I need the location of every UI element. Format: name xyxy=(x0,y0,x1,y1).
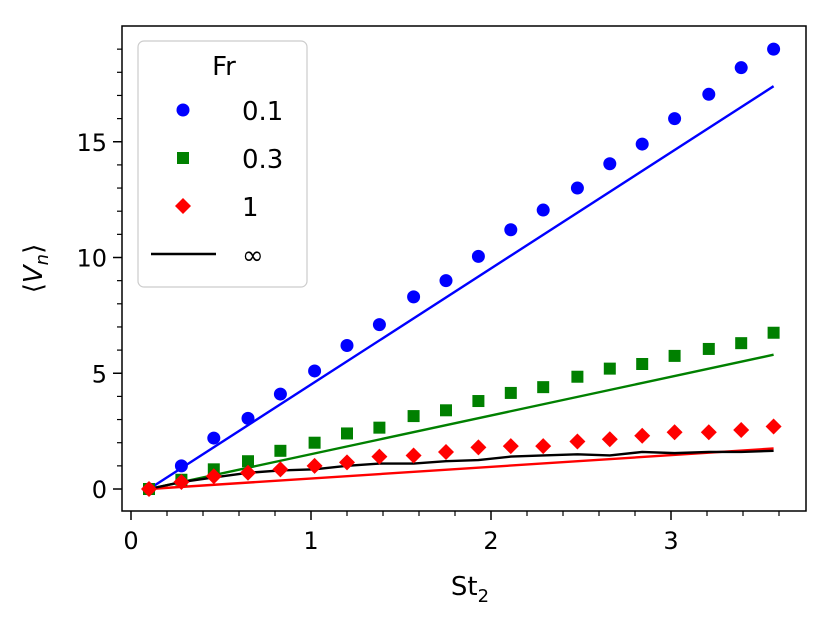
legend-marker-2 xyxy=(175,198,191,214)
legend-label-2: 1 xyxy=(242,193,259,223)
data-point xyxy=(439,274,453,288)
data-point xyxy=(407,410,420,423)
data-point xyxy=(272,461,289,478)
data-point xyxy=(205,468,222,485)
data-point xyxy=(636,357,649,370)
legend-box xyxy=(137,40,308,288)
data-point xyxy=(700,424,717,441)
data-point xyxy=(141,481,157,498)
y-axis-label-close: ⟩ xyxy=(19,244,49,254)
legend-label-3: ∞ xyxy=(242,241,264,271)
data-point xyxy=(537,381,550,394)
data-point xyxy=(340,338,354,352)
data-point xyxy=(438,443,454,460)
data-point xyxy=(306,457,323,474)
y-axis-label: ⟨Vn⟩ xyxy=(19,244,53,294)
data-point xyxy=(341,427,353,440)
x-axis-label: St2 xyxy=(451,572,489,607)
data-point xyxy=(504,386,517,399)
data-point xyxy=(666,424,683,441)
data-point xyxy=(274,444,287,457)
data-point xyxy=(308,436,321,449)
plot-frame xyxy=(121,25,807,512)
data-point xyxy=(733,421,750,438)
y-tick-label: 5 xyxy=(92,360,107,388)
axes-layer: 0 1 2 3 0 5 10 15 xyxy=(76,25,807,555)
x-tick-label: 2 xyxy=(483,527,498,555)
data-point xyxy=(440,404,452,417)
data-point xyxy=(207,431,221,445)
data-point xyxy=(174,459,188,473)
data-point xyxy=(603,157,617,171)
data-point xyxy=(765,418,782,435)
x-axis-label-main: St xyxy=(451,572,478,602)
data-point xyxy=(734,61,748,75)
y-tick-label: 15 xyxy=(76,129,107,157)
data-point xyxy=(603,362,616,375)
legend-title: Fr xyxy=(212,52,236,82)
data-point xyxy=(536,203,550,217)
x-axis-label-sub: 2 xyxy=(478,586,489,607)
x-tick-label: 0 xyxy=(123,527,138,555)
legend-marker-0 xyxy=(176,103,190,117)
data-point xyxy=(504,223,518,237)
data-point xyxy=(668,112,682,126)
data-point xyxy=(472,395,485,408)
data-point xyxy=(569,433,586,450)
legend-label-1: 0.3 xyxy=(242,145,283,175)
data-point xyxy=(372,318,386,332)
data-point xyxy=(407,290,421,304)
x-tick-label: 3 xyxy=(663,527,678,555)
data-point xyxy=(634,427,651,444)
data-point xyxy=(471,249,485,263)
legend-label-0: 0.1 xyxy=(242,97,283,127)
series-2 xyxy=(148,447,774,491)
legend: Fr0.1 0.3 1 ∞ xyxy=(137,40,308,288)
data-point xyxy=(373,421,386,434)
data-point xyxy=(339,454,355,471)
axis-labels: St2 ⟨Vn⟩ xyxy=(19,244,489,607)
y-axis-label-open: ⟨ xyxy=(19,283,49,293)
data-point xyxy=(668,349,681,362)
data-point xyxy=(242,455,254,468)
y-axis-label-var: V xyxy=(19,263,49,283)
fit-line-2 xyxy=(148,447,774,491)
data-point xyxy=(502,438,519,455)
data-point xyxy=(241,411,255,425)
data-point xyxy=(767,326,780,339)
data-point xyxy=(273,387,287,401)
legend-marker-1 xyxy=(177,152,189,164)
y-tick-label: 10 xyxy=(76,245,107,273)
data-point xyxy=(470,439,487,456)
data-point xyxy=(767,42,781,56)
data-point xyxy=(571,370,584,383)
y-axis-label-sub: n xyxy=(32,254,53,265)
series-layer xyxy=(141,42,782,498)
y-tick-label: 0 xyxy=(92,476,107,504)
data-point xyxy=(173,474,190,491)
data-point xyxy=(371,448,388,465)
data-point xyxy=(702,342,715,355)
data-point xyxy=(601,431,618,448)
data-point xyxy=(570,181,584,195)
x-tick-label: 1 xyxy=(303,527,318,555)
data-point xyxy=(735,337,748,350)
markers-0 xyxy=(142,42,781,496)
data-point xyxy=(635,137,649,151)
data-point xyxy=(405,447,422,464)
data-point xyxy=(240,464,256,481)
markers-2 xyxy=(141,418,782,498)
data-point xyxy=(535,438,552,455)
data-point xyxy=(308,364,322,378)
data-point xyxy=(702,87,716,101)
